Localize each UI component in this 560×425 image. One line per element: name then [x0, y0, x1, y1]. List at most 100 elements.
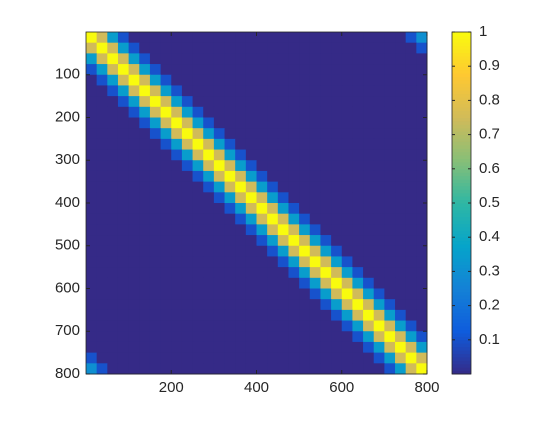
heatmap-cell [203, 128, 215, 140]
heatmap-cell [86, 181, 98, 193]
heatmap-cell [288, 320, 300, 332]
heatmap-cell [213, 74, 226, 86]
heatmap-cell [341, 309, 353, 322]
heatmap-cell [224, 85, 236, 97]
heatmap-cell [373, 106, 385, 118]
heatmap-cell [384, 203, 396, 215]
heatmap-cell [171, 288, 183, 300]
heatmap-cell [181, 224, 194, 236]
heatmap-cell [181, 85, 194, 97]
heatmap-cell [363, 363, 375, 375]
heatmap-cell [128, 299, 140, 311]
heatmap-cell [256, 352, 268, 364]
heatmap-cell [117, 138, 130, 151]
heatmap-cell [352, 235, 364, 247]
heatmap-cell [117, 170, 130, 183]
heatmap-cell [309, 235, 321, 247]
heatmap-cell [235, 245, 247, 257]
heatmap-cell [149, 192, 162, 204]
heatmap-cell [384, 309, 396, 322]
heatmap-cell [192, 128, 204, 140]
heatmap-cell [139, 203, 151, 215]
heatmap-cell [86, 32, 98, 44]
heatmap-cell [256, 320, 268, 332]
heatmap-cell [363, 74, 375, 86]
heatmap-cell [331, 288, 343, 300]
heatmap-cell [96, 96, 108, 108]
heatmap-cell [352, 32, 364, 44]
colorbar-swatch [452, 223, 471, 228]
heatmap-cell [256, 309, 268, 322]
heatmap-cell [96, 363, 108, 375]
heatmap-cell [160, 224, 172, 236]
heatmap-cell [235, 203, 247, 215]
heatmap-cell [86, 138, 98, 151]
heatmap-cell [203, 64, 215, 76]
heatmap-cell [192, 224, 204, 236]
heatmap-cell [160, 256, 172, 268]
heatmap-cell [299, 192, 311, 204]
heatmap-cell [288, 192, 300, 204]
heatmap-cell [203, 106, 215, 118]
heatmap-cell [384, 138, 396, 151]
heatmap-cell [395, 277, 407, 289]
heatmap-cell [96, 128, 108, 140]
heatmap-cell [128, 320, 140, 332]
heatmap-cell [416, 203, 428, 215]
heatmap-cell [373, 309, 385, 322]
heatmap-cell [373, 352, 385, 364]
heatmap-cell [181, 149, 194, 161]
heatmap-cell [267, 267, 279, 279]
heatmap-cell [267, 106, 279, 118]
heatmap-cell [256, 42, 268, 54]
colorbar-swatch [452, 298, 471, 303]
heatmap-cell [245, 117, 257, 129]
heatmap-cell [373, 320, 385, 332]
heatmap-cell [149, 64, 162, 76]
heatmap-cell [309, 53, 321, 65]
heatmap-cell [235, 42, 247, 54]
heatmap-cell [171, 192, 183, 204]
heatmap-cell [192, 299, 204, 311]
heatmap-cell [107, 224, 119, 236]
colorbar-swatch [452, 261, 471, 266]
heatmap-cell [373, 138, 385, 151]
colorbar-swatch [452, 336, 471, 341]
heatmap-cell [277, 117, 289, 129]
heatmap-cell [309, 85, 321, 97]
heatmap-cell [256, 224, 268, 236]
heatmap-cell [352, 160, 364, 172]
colorbar-swatch [452, 220, 471, 225]
heatmap-cell [320, 288, 332, 300]
heatmap-cell [160, 32, 172, 44]
heatmap-cell [213, 192, 226, 204]
heatmap-cell [373, 64, 385, 76]
heatmap-cell [192, 235, 204, 247]
heatmap-cell [86, 74, 98, 86]
heatmap-cell [86, 117, 98, 129]
heatmap-cell [331, 181, 343, 193]
heatmap-cell [224, 288, 236, 300]
colorbar-swatch [452, 107, 471, 112]
heatmap-cell [320, 213, 332, 225]
heatmap-cell [160, 203, 172, 215]
heatmap-cell [320, 149, 332, 161]
heatmap-cell [405, 42, 417, 54]
colorbar-swatch [452, 52, 471, 57]
colorbar-swatch [452, 168, 471, 173]
heatmap-cell [363, 277, 375, 289]
heatmap-cell [256, 363, 268, 375]
heatmap-cell [224, 149, 236, 161]
heatmap-cell [320, 160, 332, 172]
colorbar-swatch [452, 230, 471, 235]
heatmap-cell [171, 267, 183, 279]
heatmap-cell [309, 320, 321, 332]
heatmap-cell [309, 299, 321, 311]
heatmap-cell [331, 32, 343, 44]
heatmap-cell [288, 352, 300, 364]
colorbar-swatch [452, 250, 471, 255]
heatmap-cell [384, 245, 396, 257]
heatmap-cell [224, 245, 236, 257]
colorbar-swatch [452, 151, 471, 156]
heatmap-cell [267, 341, 279, 354]
